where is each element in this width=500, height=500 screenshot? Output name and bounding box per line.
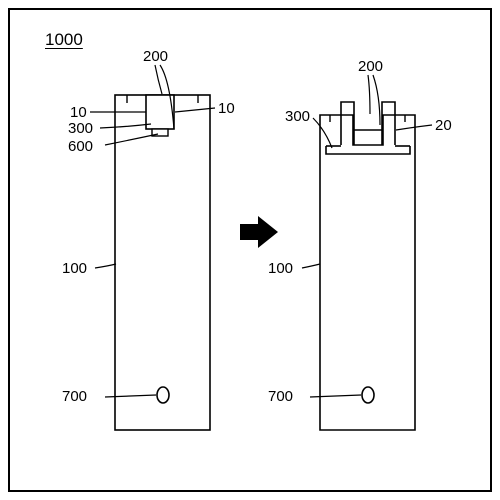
label-20-right: 20 bbox=[435, 117, 452, 134]
label-700-right: 700 bbox=[268, 388, 293, 405]
label-200-right: 200 bbox=[358, 58, 383, 75]
label-300-right: 300 bbox=[285, 108, 310, 125]
label-100-right: 100 bbox=[268, 260, 293, 277]
right-view bbox=[0, 0, 500, 500]
